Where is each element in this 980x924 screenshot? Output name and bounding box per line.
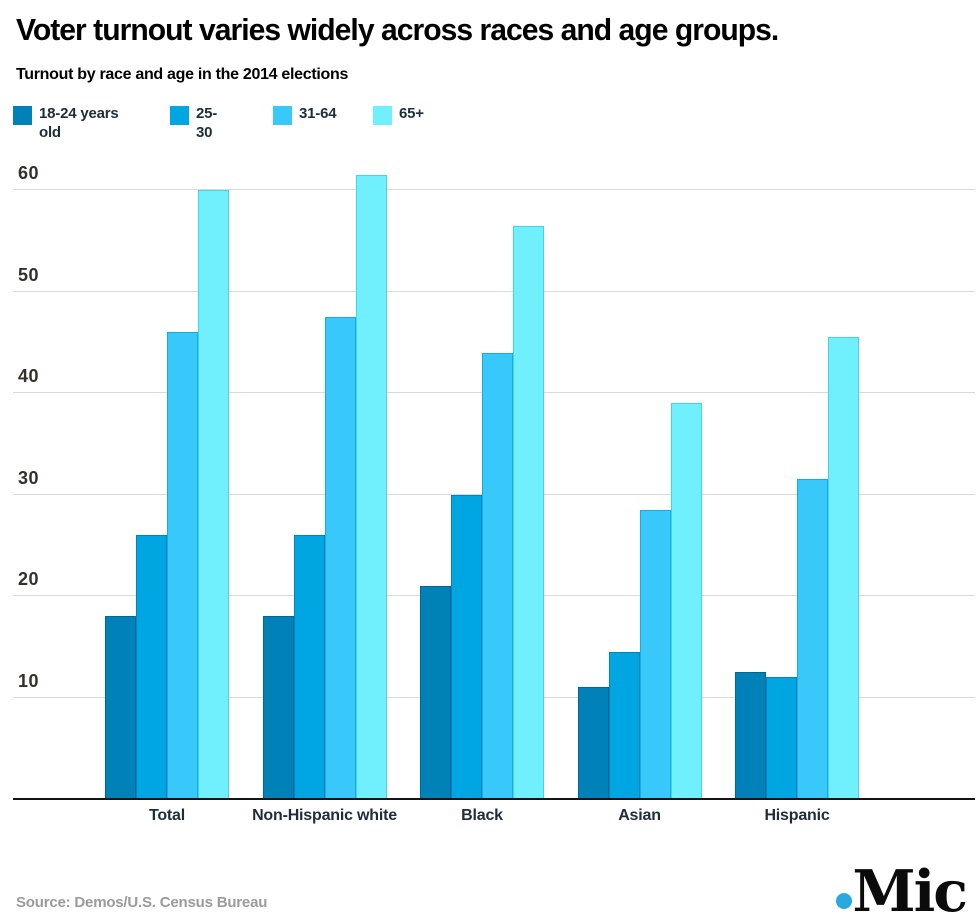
bar-group-asian: [577, 165, 702, 799]
bar: [355, 175, 387, 799]
legend-label: 18-24 years old: [39, 105, 119, 141]
y-tick-label-10: 10: [18, 670, 40, 691]
y-tick-label-50: 50: [18, 264, 40, 285]
bar: [136, 535, 167, 799]
x-axis-label: Hispanic: [764, 807, 830, 824]
bar: [167, 332, 198, 799]
y-tick-label-20: 20: [18, 569, 40, 590]
bar: [198, 190, 229, 799]
bar: [577, 687, 609, 799]
bar-group-non-hispanic-white: [262, 165, 387, 799]
legend-swatch-icon: [273, 106, 292, 125]
gridline-60: [13, 189, 975, 191]
legend-item: 31-64: [273, 105, 337, 125]
bar: [608, 651, 640, 799]
bar: [324, 317, 356, 799]
legend-swatch-icon: [170, 106, 189, 125]
x-axis-labels: Total Non-Hispanic white Black Asian Hispani…: [13, 806, 975, 850]
legend-swatch-icon: [13, 106, 32, 125]
x-axis-label: Asian: [618, 807, 661, 824]
gridline-50: [13, 290, 975, 292]
bar: [105, 616, 136, 799]
bar: [670, 403, 702, 799]
bar: [735, 672, 766, 799]
mic-logo-text: Mic: [852, 858, 968, 924]
bar-group-total: [105, 165, 229, 799]
legend-item: 18-24 years old: [13, 105, 119, 143]
bar: [766, 677, 797, 799]
bar: [797, 479, 828, 799]
bar-group-hispanic: [735, 165, 859, 799]
chart-title: Voter turnout varies widely across races…: [16, 12, 779, 47]
legend-label: 31-64: [299, 105, 337, 122]
x-axis-label: Black: [461, 807, 503, 824]
y-tick-label-60: 60: [18, 163, 40, 184]
bar: [482, 352, 513, 799]
bar: [262, 616, 294, 799]
bar: [513, 225, 544, 799]
bar: [293, 535, 325, 799]
chart-subtitle: Turnout by race and age in the 2014 elec…: [16, 66, 349, 83]
mic-logo-dot-icon: [835, 893, 852, 909]
legend-label: 25- 30: [196, 105, 218, 141]
legend-item: 65+: [373, 105, 424, 125]
legend: 18-24 years old 25- 30 31-64 65+: [13, 105, 964, 151]
legend-swatch-icon: [373, 106, 392, 125]
legend-item: 25- 30: [170, 105, 217, 143]
y-tick-label-40: 40: [18, 366, 40, 387]
source-note: Source: Demos/U.S. Census Bureau: [16, 894, 268, 911]
x-axis-label: Total: [148, 807, 186, 824]
bar: [639, 509, 671, 799]
bar: [828, 337, 859, 799]
x-axis-line: [13, 798, 975, 800]
bar-group-black: [420, 165, 544, 799]
bar: [451, 494, 482, 799]
bar: [420, 585, 451, 799]
y-tick-label-30: 30: [18, 467, 40, 488]
x-axis-label: Non-Hispanic white: [252, 807, 397, 824]
legend-label: 65+: [399, 105, 424, 122]
bar-chart-plot-area: 60 50 40 30 20 10: [13, 163, 975, 800]
mic-logo[interactable]: Mic: [835, 858, 968, 924]
